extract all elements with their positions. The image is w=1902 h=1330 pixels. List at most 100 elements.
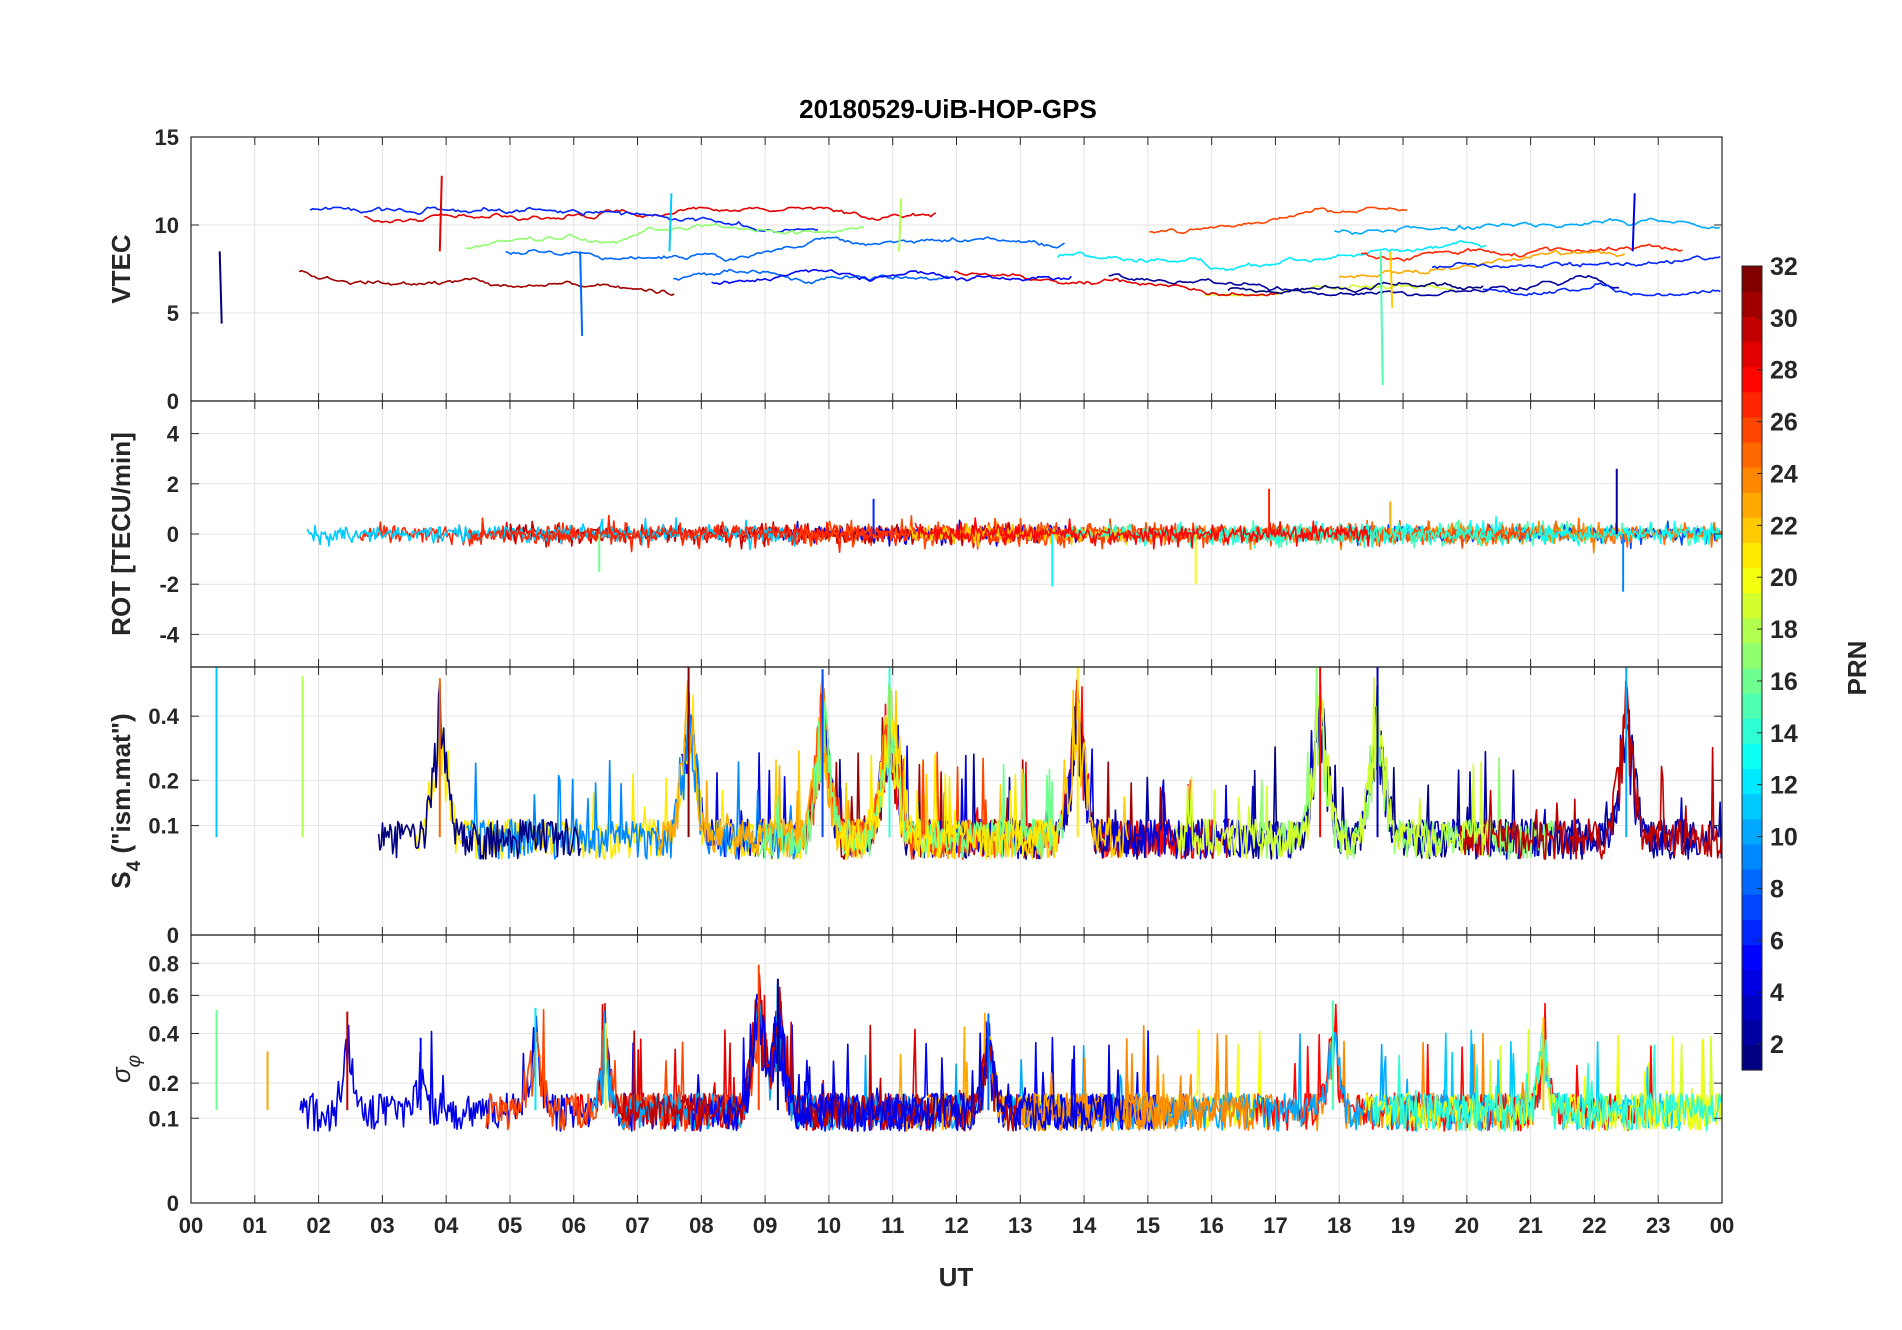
- x-tick-label: 23: [1646, 1213, 1670, 1238]
- colorbar-tick-label: 14: [1770, 720, 1798, 748]
- y-axis-label: S4 ("ism.mat"): [106, 713, 145, 888]
- traces-s4: [215, 667, 1722, 861]
- panel-sigma_phi: 0 0.1 0.2 0.4 0.6 0.8 σφ: [106, 934, 1723, 1216]
- x-tick-label: 10: [817, 1213, 841, 1238]
- prn-trace: [1482, 282, 1721, 297]
- chart-title: 20180529-UiB-HOP-GPS: [799, 94, 1097, 124]
- colorbar-segment: [1742, 969, 1762, 996]
- colorbar-segment: [1742, 567, 1762, 594]
- x-tick-label: 19: [1391, 1213, 1415, 1238]
- colorbar-segment: [1742, 919, 1762, 945]
- prn-trace: [1056, 240, 1487, 272]
- colorbar-tick-label: 6: [1770, 927, 1784, 955]
- prn-trace: [1459, 680, 1722, 861]
- prn-trace: [914, 517, 1371, 550]
- colorbar-segment: [1742, 592, 1762, 619]
- x-tick-label: 11: [881, 1213, 904, 1238]
- event-mark: [438, 175, 443, 252]
- prn-trace: [1018, 1033, 1254, 1132]
- x-tick-label: 15: [1136, 1213, 1160, 1238]
- y-tick-label: 5: [167, 301, 179, 326]
- event-mark: [218, 251, 223, 324]
- y-tick-label: 0.8: [148, 951, 179, 976]
- x-tick-label: 08: [689, 1213, 713, 1238]
- y-tick-label: 0.1: [148, 814, 179, 839]
- colorbar-segment: [1742, 793, 1762, 820]
- prn-trace: [467, 522, 910, 554]
- y-tick-label: 0: [167, 1191, 179, 1216]
- colorbar-segment: [1742, 894, 1762, 920]
- prn-trace: [711, 268, 1072, 286]
- colorbar-tick-label: 2: [1770, 1031, 1784, 1059]
- y-tick-label: 0.1: [148, 1106, 179, 1131]
- colorbar-segment: [1742, 542, 1762, 569]
- y-tick-label: 0.4: [148, 1022, 179, 1047]
- x-tick-label: 13: [1008, 1213, 1032, 1238]
- prn-trace: [1372, 1019, 1722, 1132]
- x-tick-label: 07: [625, 1213, 649, 1238]
- colorbar-tick-label: 22: [1770, 512, 1798, 540]
- prn-trace: [1258, 667, 1555, 860]
- colorbar-segment: [1742, 366, 1762, 393]
- y-tick-label: 15: [155, 125, 179, 150]
- traces-vtec: [218, 175, 1721, 386]
- colorbar-segment: [1742, 642, 1762, 669]
- prn-trace: [838, 683, 1059, 860]
- colorbar-segment: [1742, 944, 1762, 971]
- y-tick-label: 4: [167, 422, 180, 447]
- y-tick-label: 10: [155, 213, 179, 238]
- prn-trace: [505, 236, 1065, 262]
- colorbar-label: PRN: [1842, 641, 1872, 696]
- x-tick-label: 00: [179, 1213, 203, 1238]
- prn-trace: [673, 268, 950, 285]
- x-tick-label: 17: [1263, 1213, 1287, 1238]
- y-tick-label: 2: [167, 472, 179, 497]
- colorbar-segment: [1742, 467, 1762, 493]
- colorbar-tick-label: 8: [1770, 875, 1784, 903]
- colorbar-tick-label: 24: [1770, 460, 1798, 488]
- colorbar-segment: [1742, 617, 1762, 644]
- event-mark: [668, 193, 673, 252]
- x-tick-label: 01: [243, 1213, 267, 1238]
- event-mark: [1389, 251, 1394, 308]
- x-tick-label: 18: [1327, 1213, 1351, 1238]
- colorbar-tick-label: 32: [1770, 253, 1798, 281]
- event-mark: [1379, 251, 1384, 386]
- colorbar-segment: [1742, 743, 1762, 770]
- prn-trace: [1360, 243, 1683, 262]
- colorbar-segment: [1742, 1044, 1762, 1071]
- grid-sigma_phi: [190, 935, 1723, 1204]
- colorbar-tick-label: 16: [1770, 668, 1798, 696]
- x-tick-label: 12: [944, 1213, 968, 1238]
- y-axis-label: VTEC: [106, 234, 136, 304]
- prn-trace: [1334, 217, 1720, 235]
- colorbar-segment: [1742, 693, 1762, 719]
- prn-trace: [1108, 273, 1620, 297]
- colorbar-segment: [1742, 492, 1762, 518]
- colorbar-segment: [1742, 341, 1762, 368]
- colorbar-segment: [1742, 818, 1762, 845]
- y-axis-label: ROT [TECU/min]: [106, 432, 136, 636]
- prn-trace: [377, 680, 582, 860]
- panel-s4: 0 0.1 0.2 0.4S4 ("ism.mat"): [106, 666, 1723, 948]
- y-tick-label: 0.2: [148, 768, 179, 793]
- x-tick-label: 03: [370, 1213, 394, 1238]
- colorbar-tick-label: 30: [1770, 305, 1798, 333]
- prn-trace: [309, 206, 818, 233]
- prn-trace: [722, 993, 1124, 1132]
- colorbar-segment: [1742, 768, 1762, 795]
- x-tick-label: 04: [434, 1213, 459, 1238]
- y-tick-label: 0.2: [148, 1071, 179, 1096]
- prn-trace: [298, 269, 675, 297]
- colorbar-segment: [1742, 266, 1762, 292]
- prn-trace: [1431, 255, 1721, 269]
- colorbar-segment: [1742, 994, 1762, 1021]
- prn-trace: [465, 222, 865, 250]
- y-tick-label: 0.6: [148, 983, 179, 1008]
- prn-trace: [953, 270, 1281, 297]
- colorbar-segment: [1742, 517, 1762, 543]
- panel-vtec: 0 5 10 15 VTEC: [106, 125, 1723, 414]
- colorbar-segment: [1742, 441, 1762, 468]
- y-tick-label: 0: [167, 522, 179, 547]
